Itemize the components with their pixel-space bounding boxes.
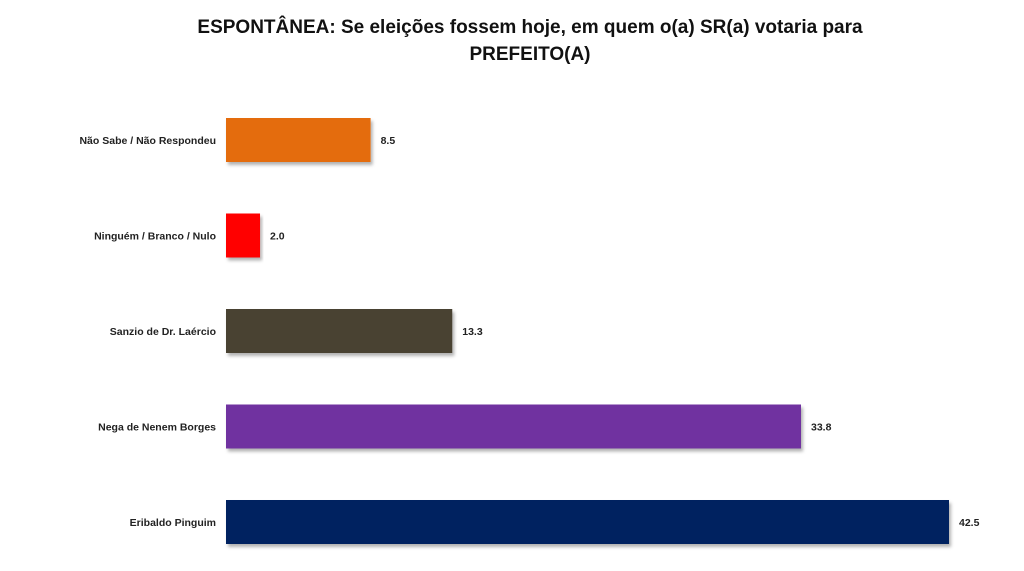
bar	[226, 500, 949, 544]
chart-title: ESPONTÂNEA: Se eleições fossem hoje, em …	[0, 14, 1024, 68]
bar	[226, 213, 261, 258]
category-label: Sanzio de Dr. Laércio	[110, 326, 216, 338]
category-label: Não Sabe / Não Respondeu	[79, 135, 216, 147]
value-label: 2.0	[270, 231, 285, 243]
value-label: 13.3	[462, 326, 483, 338]
bars-group: Não Sabe / Não Respondeu 8.5 Ninguém / Bra…	[79, 118, 980, 544]
value-label: 42.5	[959, 517, 980, 529]
bar	[226, 118, 371, 162]
category-label: Ninguém / Branco / Nulo	[94, 231, 216, 243]
chart-title-line-1: ESPONTÂNEA: Se eleições fossem hoje, em …	[197, 17, 863, 38]
chart-title-line-2: PREFEITO(A)	[469, 44, 591, 65]
bar	[226, 309, 453, 353]
value-label: 33.8	[811, 422, 832, 434]
category-label: Eribaldo Pinguim	[130, 517, 216, 529]
value-label: 8.5	[381, 135, 396, 147]
category-label: Nega de Nenem Borges	[98, 422, 216, 434]
bar	[226, 404, 801, 449]
